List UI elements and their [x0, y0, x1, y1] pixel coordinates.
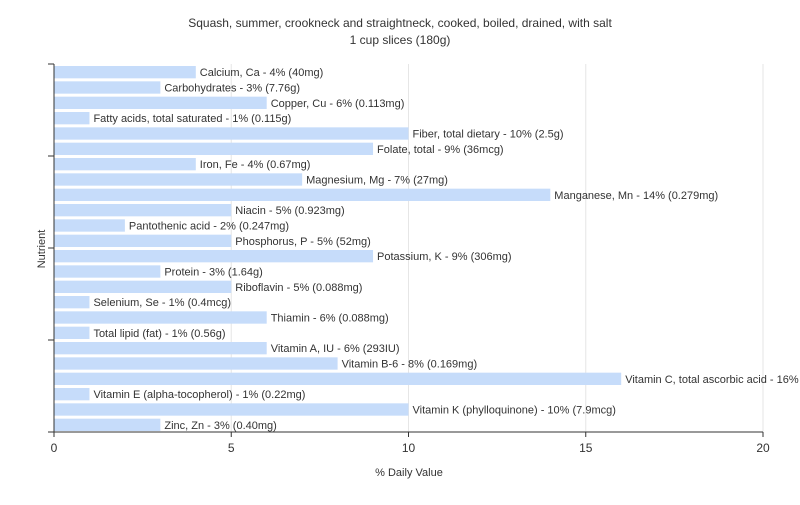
bar-label: Protein - 3% (1.64g) [164, 267, 262, 279]
y-axis-title: Nutrient [36, 230, 48, 269]
bar-label: Vitamin A, IU - 6% (293IU) [271, 343, 400, 355]
bar [54, 418, 161, 431]
bar [54, 280, 232, 293]
bar-label: Fiber, total dietary - 10% (2.5g) [413, 129, 564, 141]
bar [54, 112, 90, 125]
bar-label: Folate, total - 9% (36mcg) [377, 144, 504, 156]
axes: 0 5 10 15 20 [48, 63, 770, 455]
chart-title: Squash, summer, crookneck and straightne… [188, 16, 612, 30]
bar-label: Potassium, K - 9% (306mg) [377, 251, 512, 263]
bar-label: Magnesium, Mg - 7% (27mg) [306, 175, 448, 187]
data-labels: Calcium, Ca - 4% (40mg) Carbohydrates - 3… [93, 67, 800, 432]
x-tick-label: 0 [51, 441, 58, 455]
bar [54, 81, 161, 94]
bar-label: Pantothenic acid - 2% (0.247mg) [129, 221, 289, 233]
bar [54, 326, 90, 339]
x-axis-title: % Daily Value [375, 467, 443, 479]
bar [54, 66, 196, 79]
bar-label: Selenium, Se - 1% (0.4mcg) [93, 297, 231, 309]
bar [54, 142, 374, 155]
bar [54, 250, 374, 263]
bar [54, 219, 125, 232]
bar-label: Carbohydrates - 3% (7.76g) [164, 83, 300, 95]
bar [54, 173, 303, 186]
x-tick-label: 20 [756, 441, 770, 455]
bar-label: Niacin - 5% (0.923mg) [235, 205, 344, 217]
x-tick-label: 5 [228, 441, 235, 455]
bar-label: Manganese, Mn - 14% (0.279mg) [554, 190, 718, 202]
bar [54, 296, 90, 309]
bar-label: Thiamin - 6% (0.088mg) [271, 313, 389, 325]
grid-lines [230, 64, 764, 432]
bar [54, 342, 267, 355]
bar [54, 403, 409, 416]
bar-label: Total lipid (fat) - 1% (0.56g) [93, 328, 225, 340]
bar-label: Iron, Fe - 4% (0.67mg) [200, 159, 311, 171]
bar-label: Vitamin C, total ascorbic acid - 16% (9.… [625, 374, 800, 386]
bars [54, 66, 622, 431]
bar [54, 372, 622, 385]
x-tick-label: 10 [402, 441, 416, 455]
chart-subtitle: 1 cup slices (180g) [350, 33, 451, 47]
bar [54, 234, 232, 247]
bar [54, 357, 338, 370]
bar [54, 388, 90, 401]
bar-label: Vitamin E (alpha-tocopherol) - 1% (0.22m… [93, 389, 305, 401]
bar-label: Calcium, Ca - 4% (40mg) [200, 67, 323, 79]
bar [54, 204, 232, 217]
bar [54, 127, 409, 140]
bar [54, 265, 161, 278]
bar [54, 158, 196, 171]
bar-label: Fatty acids, total saturated - 1% (0.115… [93, 113, 291, 125]
bar-label: Phosphorus, P - 5% (52mg) [235, 236, 371, 248]
bar-label: Copper, Cu - 6% (0.113mg) [271, 98, 405, 110]
bar [54, 188, 551, 201]
x-tick-label: 15 [579, 441, 593, 455]
bar-label: Vitamin B-6 - 8% (0.169mg) [342, 359, 478, 371]
bar-label: Vitamin K (phylloquinone) - 10% (7.9mcg) [413, 405, 616, 417]
bar-label: Zinc, Zn - 3% (0.40mg) [164, 420, 276, 432]
bar-label: Riboflavin - 5% (0.088mg) [235, 282, 362, 294]
bar [54, 96, 267, 109]
bar [54, 311, 267, 324]
